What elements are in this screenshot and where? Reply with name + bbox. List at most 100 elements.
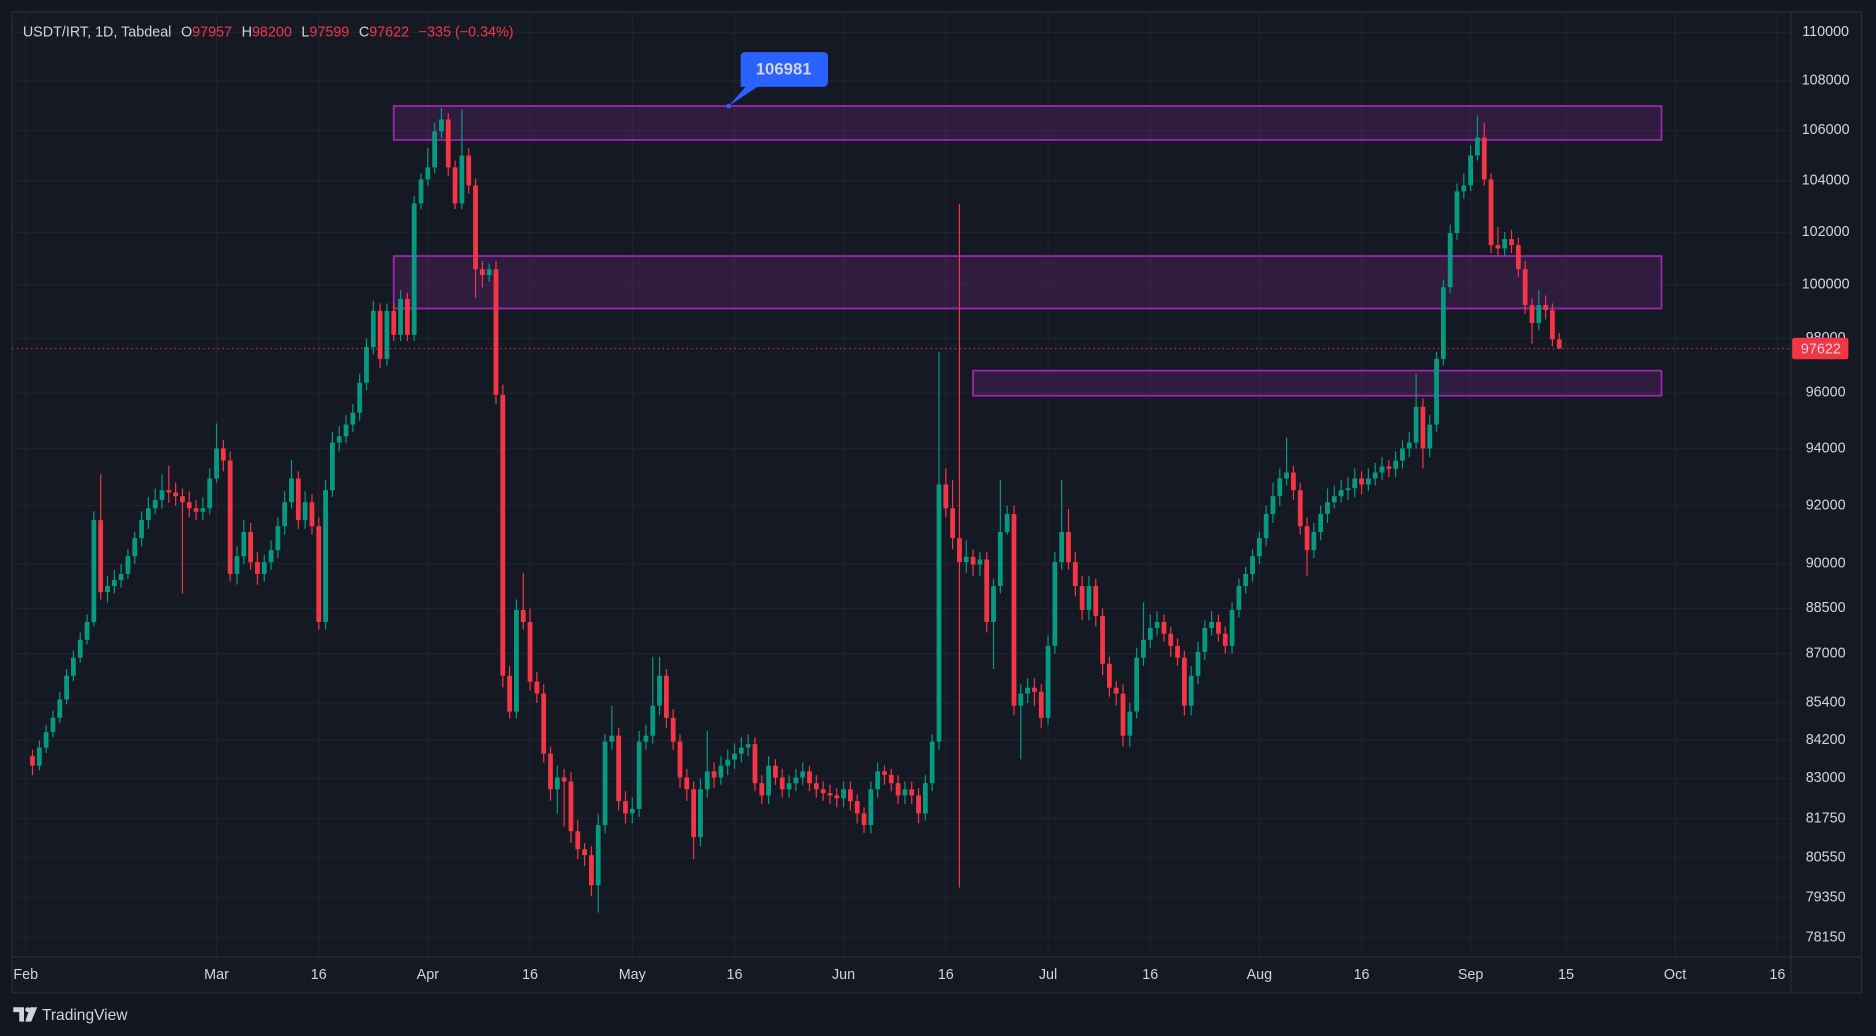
candle-body (943, 484, 949, 509)
candle-body (1250, 556, 1255, 574)
zones (392, 105, 1663, 397)
candle-body (800, 771, 806, 778)
candle-body (745, 744, 751, 748)
ohlc-label: L (301, 24, 309, 40)
candle-body (1406, 442, 1412, 449)
x-tick-label: 16 (1142, 967, 1158, 983)
candle-body (98, 520, 104, 593)
candle-body (684, 777, 690, 790)
grid (12, 11, 1791, 958)
candle-body (1488, 179, 1494, 246)
x-tick-label: Aug (1247, 967, 1273, 983)
candle-body (139, 520, 144, 539)
candle-body (357, 382, 363, 413)
candle-body (1447, 233, 1453, 288)
candle-body (295, 478, 301, 521)
candle-body (554, 777, 560, 790)
candle-body (77, 639, 83, 658)
candle-body (1461, 185, 1467, 192)
candle-body (875, 771, 881, 790)
zone (392, 105, 1663, 141)
candle-body (1127, 711, 1133, 736)
candle-body (1529, 304, 1535, 323)
candle-body (118, 573, 124, 581)
candle-body (1032, 687, 1037, 692)
candle-body (1304, 526, 1310, 551)
candle-body (691, 789, 697, 838)
candle-body (922, 783, 928, 814)
candle-body (418, 179, 424, 204)
candle-body (207, 478, 213, 509)
candle-body (1202, 627, 1208, 652)
footer-logo (13, 1007, 38, 1022)
candle-body (1209, 621, 1215, 628)
candle-body (91, 520, 97, 622)
candle-body (255, 562, 260, 574)
candle-body (1509, 239, 1514, 246)
candle-body (1352, 478, 1358, 489)
y-tick-label: 92000 (1806, 497, 1846, 513)
candle-body (1556, 339, 1562, 349)
candle-body (1161, 621, 1167, 634)
candle-body (861, 813, 867, 826)
candle-body (1086, 586, 1092, 610)
candle-body (602, 741, 608, 826)
footer-brand: TradingView (42, 1007, 128, 1024)
candle-body (1188, 675, 1194, 706)
y-tick-label: 85400 (1806, 695, 1846, 711)
ohlc-value: 98200 (252, 24, 292, 40)
candle-body (984, 559, 990, 622)
candle-body (391, 310, 397, 335)
candle-body (493, 269, 499, 395)
candle-body (220, 448, 226, 461)
candles (30, 108, 1562, 913)
candle-body (1365, 478, 1371, 485)
logo-shape (13, 1007, 25, 1022)
candle-body (1263, 514, 1269, 539)
candle-body (336, 436, 342, 443)
candle-body (991, 586, 996, 622)
zone (972, 369, 1663, 397)
candle-body (909, 789, 915, 796)
last-price-label: 97622 (1801, 342, 1841, 358)
candle-body (786, 783, 792, 790)
y-tick-label: 87000 (1806, 646, 1846, 662)
candle-body (589, 855, 594, 886)
candle-body (1454, 191, 1460, 234)
candle-body (548, 753, 553, 790)
candle-body (1277, 478, 1283, 497)
candle-body (71, 657, 76, 676)
candle-body (1256, 538, 1262, 557)
candle-body (950, 508, 956, 539)
candle-body (711, 771, 717, 778)
zone (392, 255, 1663, 310)
candle-body (1106, 663, 1112, 688)
candle-body (111, 580, 117, 587)
y-tick-label: 84200 (1806, 732, 1846, 748)
candle-body (759, 783, 765, 796)
candle-body (1291, 472, 1296, 491)
candle-body (1134, 657, 1140, 712)
candle-body (1216, 621, 1221, 634)
candle-body (180, 496, 185, 503)
candle-body (1475, 137, 1480, 156)
candle-body (1052, 562, 1058, 646)
candle-body (670, 717, 676, 742)
symbol: USDT/IRT, 1D, Tabdeal (23, 24, 172, 40)
candle-body (36, 747, 42, 766)
candle-body (1120, 693, 1126, 736)
candle-body (1270, 496, 1276, 515)
candle-body (929, 741, 935, 784)
candle-body (193, 508, 199, 512)
candle-body (479, 269, 485, 275)
candle-body (241, 532, 247, 557)
candle-body (718, 765, 724, 778)
x-tick-label: Jul (1039, 967, 1057, 983)
candle-body (1011, 514, 1017, 706)
candle-body (841, 789, 846, 799)
candle-body (650, 705, 656, 736)
candle-body (698, 789, 703, 838)
candle-body (1195, 651, 1201, 676)
candle-body (425, 167, 431, 180)
